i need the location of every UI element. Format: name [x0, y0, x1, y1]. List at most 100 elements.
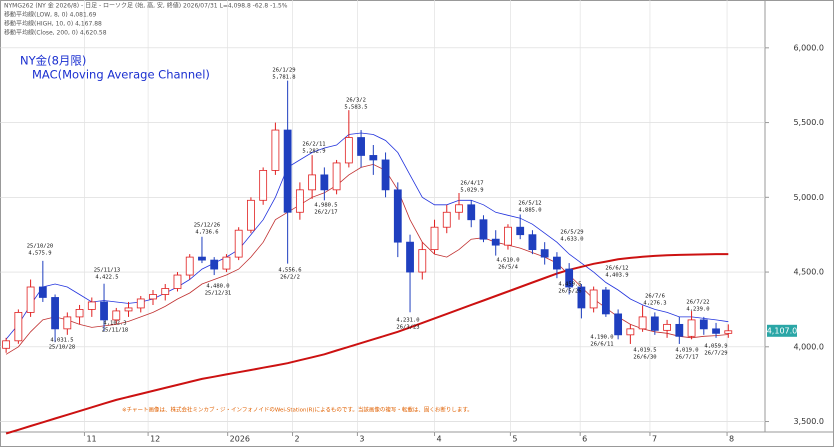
candle-body	[185, 256, 194, 276]
header-line: 移動平均線(HIGH, 10, 0) 4,167.88	[4, 20, 102, 28]
annotation: 25/11/18	[102, 328, 129, 334]
annotation: 25/12/31	[205, 291, 232, 297]
candle-body	[308, 174, 317, 191]
y-tick-label: 5,000.0	[793, 193, 824, 202]
candle-body	[344, 137, 353, 164]
annotation: 4,980.5	[314, 203, 337, 209]
annotation: 26/7/29	[704, 351, 727, 357]
x-tick-label: 3	[359, 435, 364, 444]
annotation: 26/7/22	[686, 300, 709, 306]
annotation: 26/4/17	[460, 181, 483, 187]
annotation: 4,190.0	[590, 335, 613, 341]
candle-body	[724, 330, 733, 334]
annotation: 26/2/11	[302, 142, 325, 148]
annotation: 4,031.5	[50, 338, 73, 344]
candle-body	[540, 249, 549, 258]
annotation: 4,019.5	[633, 348, 656, 354]
chart-title: NY金(8月限)	[20, 54, 86, 68]
candle-body	[38, 286, 47, 298]
annotation: 25/12/26	[194, 223, 221, 229]
candle-body	[430, 226, 439, 251]
annotation: 26/2/2	[280, 275, 300, 281]
header-line: 移動平均線(Close, 200, 0) 4,620.58	[4, 29, 107, 37]
candle-body	[675, 323, 684, 337]
candle-body	[198, 256, 206, 261]
annotation: 4,231.0	[396, 318, 419, 324]
candle-body	[210, 259, 219, 270]
chart-subtitle: MAC(Moving Average Channel)	[32, 68, 210, 82]
annotation: 4,480.0	[206, 284, 229, 290]
candle-body	[577, 286, 586, 309]
annotation: 4,610.0	[496, 258, 519, 264]
last-price-box	[767, 324, 797, 337]
annotation: 5,282.9	[302, 149, 325, 155]
candle-body	[320, 174, 329, 191]
annotation: 5,781.8	[272, 75, 295, 81]
candle-body	[650, 316, 659, 331]
labels: NYMG262 (NY 金 2026/8) - 日足 - ローソク足 (始, 高…	[4, 2, 824, 444]
candle-body	[491, 238, 500, 246]
x-tick-label: 2	[295, 435, 300, 444]
annotation: 4,019.0	[675, 348, 698, 354]
annotation: 4,276.3	[643, 301, 666, 307]
candle-body	[14, 312, 23, 342]
annotation: 4,422.5	[95, 275, 118, 281]
candle-body	[75, 309, 84, 318]
annotation: 26/3/2	[346, 98, 366, 104]
candle-body	[565, 268, 574, 288]
candle-body	[467, 204, 476, 221]
y-tick-label: 4,000.0	[793, 342, 824, 351]
annotation: 4,575.9	[28, 251, 51, 257]
candle-body	[161, 288, 170, 295]
candle-body	[406, 241, 414, 273]
x-tick-label: 8	[729, 435, 734, 444]
annotation: 4,556.6	[278, 268, 301, 274]
candle-body	[712, 328, 720, 334]
candle-body	[332, 162, 341, 191]
annotation: 26/5/4	[498, 265, 519, 271]
annotation: 4,736.6	[195, 230, 218, 236]
annotation: 4,059.9	[704, 344, 727, 350]
candle-body	[112, 310, 121, 321]
candle-body	[247, 199, 255, 231]
last-price-label: 4,107.0	[767, 326, 798, 335]
annotation: 4,633.0	[560, 237, 583, 243]
x-tick-label: 12	[150, 435, 160, 444]
annotation: 5,029.9	[460, 188, 483, 194]
header-line: NYMG262 (NY 金 2026/8) - 日足 - ローソク足 (始, 高…	[4, 2, 288, 10]
footnote: ※チャート画像は、株式会社ミンカブ・ジ・インフォノイドのWei-Station(…	[122, 406, 473, 414]
candle-body	[149, 294, 157, 300]
annotation: 26/5/29	[560, 230, 583, 236]
annotation: 4,403.9	[605, 273, 628, 279]
candle-body	[455, 204, 463, 213]
annotation: 25/10/28	[49, 345, 76, 351]
annotation: 4,885.0	[518, 208, 541, 214]
candle-body	[393, 189, 402, 243]
candle-body	[381, 159, 390, 191]
candle-body	[87, 301, 96, 310]
moving-average-line	[5, 132, 729, 340]
x-tick-label: 5	[512, 435, 517, 444]
annotation: 26/7/6	[645, 294, 665, 300]
candle-body	[638, 316, 647, 330]
candle-body	[626, 328, 635, 336]
annotation: 26/2/17	[314, 210, 337, 216]
candle-body	[614, 313, 623, 336]
candle-body	[418, 249, 427, 273]
y-tick-label: 6,000.0	[793, 43, 824, 52]
candle-body	[124, 307, 133, 312]
header-line: 移動平均線(LOW, 8, 0) 4,081.69	[4, 11, 97, 19]
annotation: 26/6/30	[633, 355, 656, 361]
x-tick-label: 2026	[230, 435, 250, 444]
candle-body	[2, 340, 11, 349]
candle-body	[259, 170, 268, 201]
candle-body	[516, 226, 525, 236]
candle-body	[26, 286, 35, 313]
candle-body	[687, 319, 696, 337]
candle-body	[357, 137, 365, 156]
annotation: 25/11/13	[94, 268, 121, 274]
annotation: 25/10/20	[27, 244, 54, 250]
candle-body	[589, 289, 598, 309]
candle-body	[136, 298, 145, 309]
